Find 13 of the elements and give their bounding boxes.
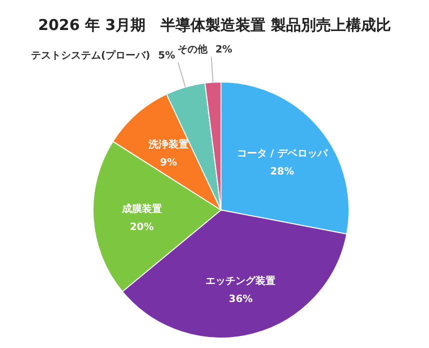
chart-title: 2026 年 3月期 半導体製造装置 製品別売上構成比 bbox=[38, 16, 391, 34]
slice-label: 成膜装置 bbox=[120, 202, 162, 215]
data-label: 2% bbox=[215, 44, 232, 56]
slice-label: エッチング装置 bbox=[206, 274, 276, 287]
slice-label: 洗浄装置 bbox=[148, 138, 189, 150]
data-label: 5% bbox=[158, 50, 176, 62]
data-label: 9% bbox=[160, 157, 178, 168]
data-label: 20% bbox=[130, 222, 154, 233]
slice-label: その他 bbox=[177, 44, 208, 56]
data-label: 36% bbox=[228, 294, 253, 305]
data-label: 28% bbox=[270, 166, 294, 178]
slice-label: コータ / デベロッパ bbox=[236, 148, 328, 160]
slice-label: テストシステム(プローバ) bbox=[31, 50, 150, 62]
